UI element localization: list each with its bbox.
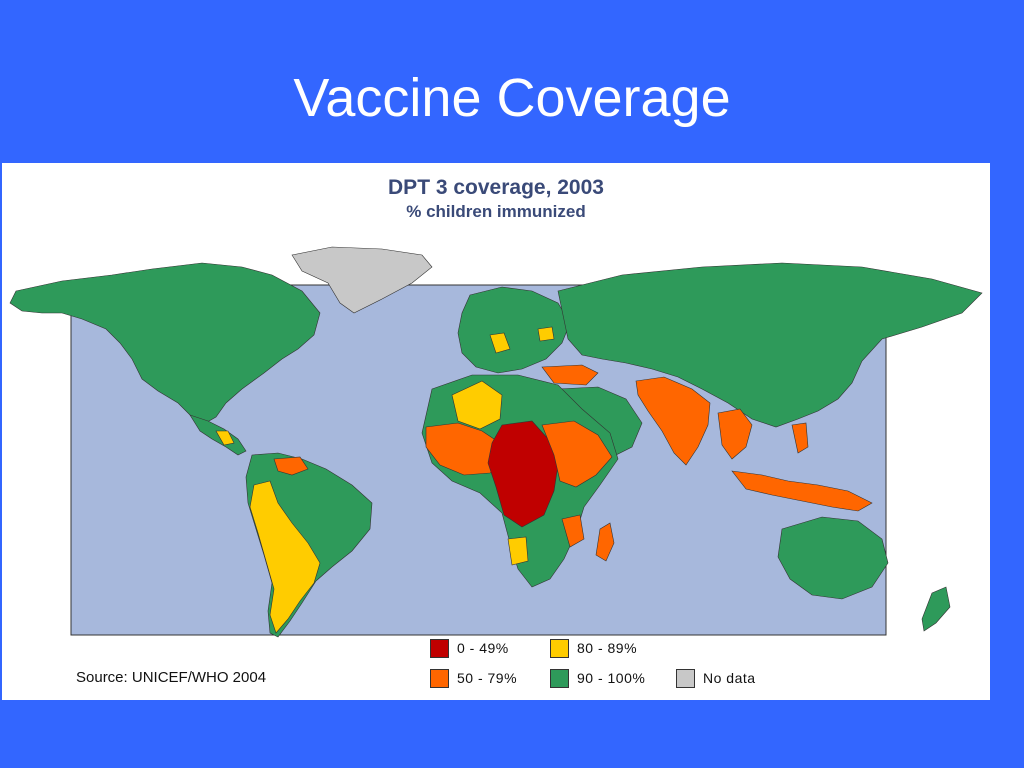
legend-label: No data xyxy=(703,670,756,686)
legend-item: No data xyxy=(676,667,756,689)
region-central-america-yellow xyxy=(215,430,235,446)
legend-item: 50 - 79% xyxy=(430,667,517,689)
region-australia xyxy=(777,516,889,600)
map-title: DPT 3 coverage, 2003 xyxy=(388,176,604,199)
legend-label: 0 - 49% xyxy=(457,640,509,656)
region-andes-yellow xyxy=(249,480,321,634)
legend-label: 90 - 100% xyxy=(577,670,646,686)
legend-swatch xyxy=(430,668,449,688)
legend: 0 - 49% 80 - 89% 50 - 79% 90 - 100% No d… xyxy=(430,637,790,693)
source-note: Source: UNICEF/WHO 2004 xyxy=(76,669,267,686)
legend-item: 0 - 49% xyxy=(430,637,509,659)
map-subtitle: % children immunized xyxy=(406,202,586,221)
region-philippines-orange xyxy=(791,422,809,454)
world-map xyxy=(9,246,983,638)
region-southeast-asia-orange xyxy=(717,408,753,460)
region-new-zealand xyxy=(921,586,951,632)
region-europe-yellow xyxy=(489,332,511,354)
region-venezuela-orange xyxy=(273,456,309,476)
region-turkey-orange xyxy=(541,364,599,386)
legend-swatch xyxy=(676,668,695,688)
map-panel: DPT 3 coverage, 2003 % children immunize… xyxy=(2,163,990,700)
map-title-block: DPT 3 coverage, 2003 % children immunize… xyxy=(2,175,990,223)
region-europe xyxy=(457,286,571,374)
region-indonesia-orange xyxy=(731,470,873,512)
legend-label: 80 - 89% xyxy=(577,640,638,656)
legend-swatch xyxy=(550,668,569,688)
region-greenland xyxy=(291,246,433,314)
legend-item: 90 - 100% xyxy=(550,667,645,689)
region-north-america xyxy=(9,262,321,426)
region-russia-asia xyxy=(557,262,983,428)
region-southern-africa-yellow xyxy=(507,536,529,566)
legend-swatch xyxy=(550,638,569,658)
legend-item: 80 - 89% xyxy=(550,637,637,659)
slide-title: Vaccine Coverage xyxy=(293,68,731,128)
region-north-africa-yellow xyxy=(451,380,503,430)
region-southern-africa-orange xyxy=(561,514,585,548)
region-europe-yellow-2 xyxy=(537,326,555,342)
region-south-asia-orange xyxy=(635,376,711,466)
region-east-africa-orange xyxy=(541,420,613,488)
region-madagascar-orange xyxy=(595,522,615,562)
legend-swatch xyxy=(430,638,449,658)
legend-label: 50 - 79% xyxy=(457,670,518,686)
